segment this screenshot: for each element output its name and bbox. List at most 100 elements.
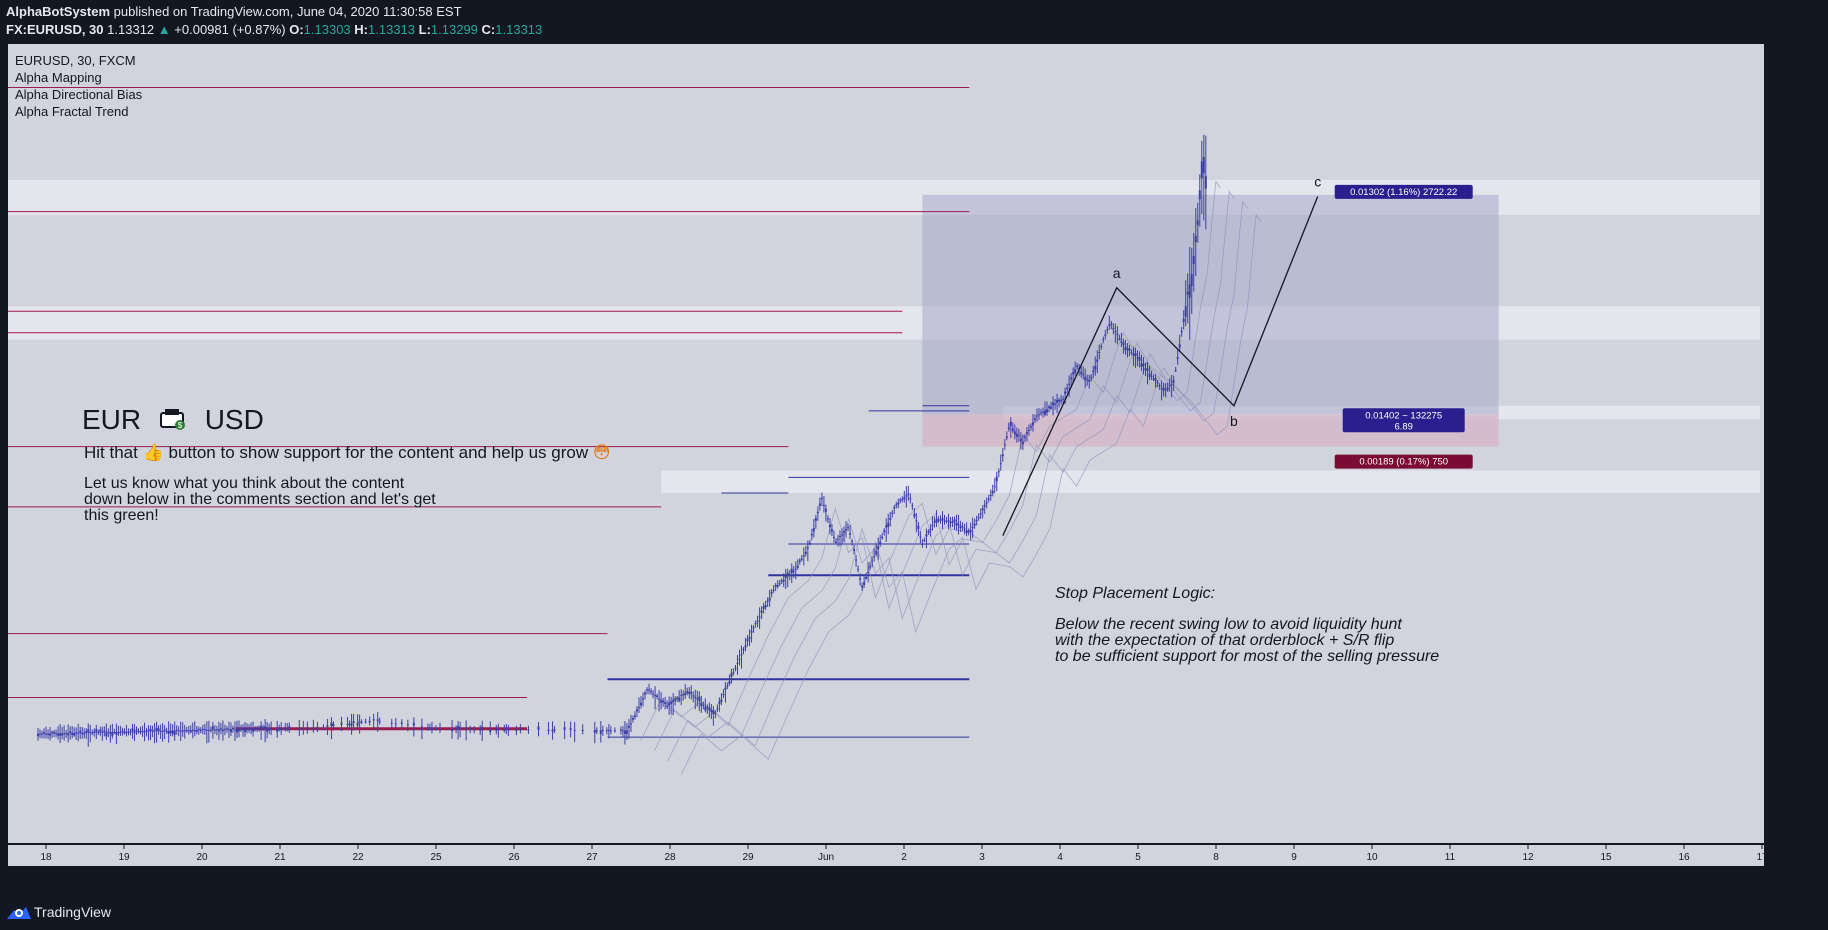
candle-body	[169, 730, 172, 733]
candle-body	[97, 732, 100, 734]
candle-body	[658, 698, 661, 700]
candle-body	[1035, 415, 1038, 417]
candle-body	[917, 525, 920, 529]
candle-body	[400, 722, 403, 724]
legend-symbol[interactable]: EURUSD, 30, FXCM	[15, 53, 136, 68]
candle-body	[201, 728, 204, 730]
candle-body	[911, 505, 914, 507]
candle-body	[1046, 409, 1049, 413]
candle-body	[225, 728, 228, 730]
candle-body	[768, 597, 771, 601]
candle-body	[39, 733, 42, 735]
legend-indicator-alpha-mapping[interactable]: Alpha Mapping	[15, 70, 102, 85]
candle-body	[181, 730, 184, 732]
x-tick-label: 8	[1213, 852, 1219, 863]
candle-body	[830, 529, 833, 532]
candle-body	[364, 721, 367, 723]
candle-body	[1134, 352, 1137, 357]
candle-body	[87, 729, 90, 733]
candle-body	[640, 702, 642, 706]
candle-body	[85, 731, 88, 733]
candle-body	[704, 706, 707, 711]
candle-body	[1190, 274, 1193, 287]
candle-body	[153, 730, 156, 732]
candle-body	[55, 733, 58, 735]
candle-body	[1128, 348, 1131, 351]
candle-body	[637, 707, 640, 709]
candle-body	[722, 694, 725, 696]
candle-body	[1172, 380, 1175, 383]
candle-body	[1013, 431, 1016, 435]
candle-body	[1148, 373, 1151, 377]
candle-body	[879, 541, 882, 545]
candle-body	[113, 731, 116, 733]
candle-body	[607, 729, 610, 731]
candle-body	[61, 733, 64, 736]
tradingview-brand[interactable]: TradingView	[34, 904, 112, 920]
candle-body	[135, 729, 138, 732]
legend-indicator-alpha-directional-bias[interactable]: Alpha Directional Bias	[15, 87, 143, 102]
candle-body	[660, 700, 663, 703]
candle-body	[674, 698, 677, 701]
tradingview-logo-icon[interactable]	[6, 904, 32, 922]
candle-body	[1176, 357, 1179, 360]
low-label: L:	[418, 22, 431, 37]
svg-text:$: $	[178, 421, 183, 430]
candle-body	[1182, 318, 1185, 323]
candle-body	[372, 719, 375, 721]
candle-body	[750, 630, 753, 633]
candle-body	[229, 729, 232, 733]
candle-body	[1138, 357, 1141, 361]
candle-body	[91, 732, 94, 734]
candle-body	[426, 727, 429, 729]
candle-body	[931, 525, 934, 527]
risk-reward-label-text: 6.89	[1394, 421, 1413, 432]
candle-body	[847, 527, 850, 529]
candle-body	[258, 728, 261, 730]
candle-body	[623, 730, 626, 734]
candle-body	[1033, 418, 1036, 421]
x-tick-label: 12	[1522, 852, 1534, 863]
candle-body	[915, 520, 918, 522]
legend-indicator-alpha-fractal-trend[interactable]: Alpha Fractal Trend	[15, 104, 129, 119]
candle-body	[358, 721, 361, 723]
candle-body	[286, 727, 289, 729]
candle-body	[41, 733, 44, 735]
candle-body	[332, 724, 335, 727]
stop-logic-line-2: with the expectation of that orderblock …	[1055, 632, 1395, 649]
candle-body	[756, 620, 759, 622]
candle-body	[812, 528, 815, 532]
candle-body	[965, 530, 968, 534]
candle-body	[895, 504, 898, 506]
candle-body	[983, 504, 986, 507]
candle-body	[698, 696, 701, 701]
candle-body	[794, 568, 797, 570]
candle-body	[1090, 377, 1093, 379]
chart-legend: EURUSD, 30, FXCM Alpha Mapping Alpha Dir…	[15, 52, 142, 120]
thumbs-up-icon: 👍	[142, 443, 164, 462]
candle-body	[346, 724, 349, 726]
wave-label-c: c	[1314, 174, 1321, 190]
publish-info: published on TradingView.com, June 04, 2…	[113, 4, 462, 19]
price-chart[interactable]: abc 1.140001.138001.136001.134001.130001…	[8, 42, 1818, 866]
candle-body	[766, 600, 769, 602]
candle-body	[316, 727, 319, 730]
candle-body	[1031, 422, 1034, 426]
candle-body	[909, 498, 912, 500]
candle-body	[849, 533, 852, 535]
candle-body	[867, 571, 870, 574]
candle-body	[185, 730, 188, 732]
candle-body	[217, 729, 220, 732]
chart-panel[interactable]: abc 1.140001.138001.136001.134001.130001…	[8, 42, 1818, 866]
candle-body	[191, 729, 194, 731]
x-tick-label: 4	[1057, 852, 1063, 863]
candle-body	[298, 727, 301, 730]
candle-body	[923, 540, 926, 542]
author-name[interactable]: AlphaBotSystem	[6, 4, 111, 19]
candle-body	[708, 707, 711, 711]
symbol-label: FX:EURUSD, 30	[6, 22, 104, 37]
candle-body	[901, 499, 904, 501]
candle-body	[804, 551, 807, 554]
candle-body	[89, 732, 92, 734]
candle-body	[1204, 176, 1207, 189]
